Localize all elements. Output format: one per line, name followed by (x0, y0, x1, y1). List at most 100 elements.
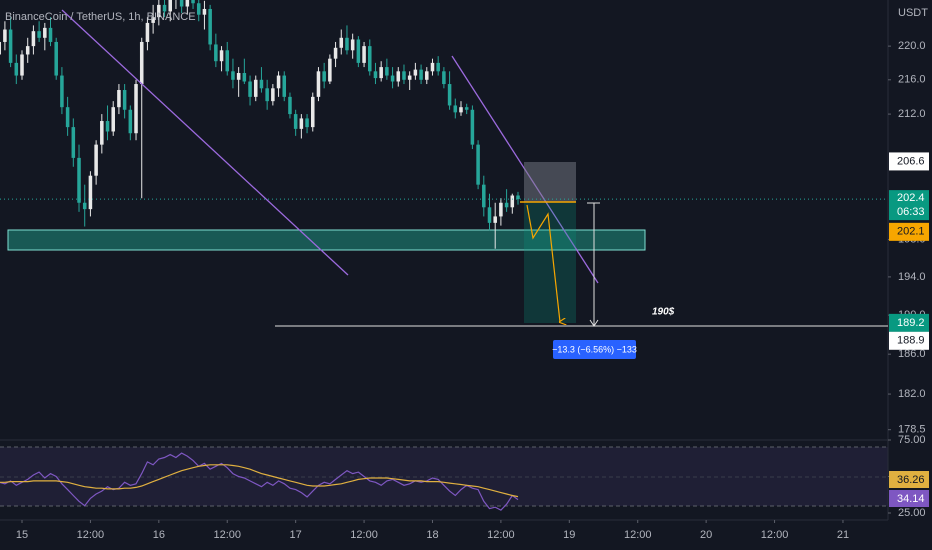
candle-body (413, 69, 418, 76)
candle-body (100, 121, 104, 145)
candle-body (139, 41, 144, 85)
y-tick-label: 194.0 (898, 271, 926, 283)
candle-body (476, 144, 480, 185)
rsi-value-label: 36.26 (897, 474, 925, 486)
candle-body (407, 75, 412, 80)
y-tick-label: 178.5 (898, 424, 926, 436)
candle-body (482, 184, 486, 208)
support-zone (7, 229, 646, 251)
annotation: 190$ (652, 307, 675, 318)
last-price-label: 202.4 (897, 192, 925, 204)
candle-body (196, 3, 201, 15)
candle-body (134, 84, 138, 134)
candle-body (510, 195, 515, 208)
candle-body (248, 81, 252, 97)
candle-body (504, 202, 509, 208)
candle-body (151, 17, 155, 23)
x-tick-label: 18 (426, 529, 438, 541)
candle-body (225, 50, 230, 72)
candle-body (305, 118, 309, 128)
candle-body (345, 37, 349, 51)
candle-body (368, 46, 372, 72)
candle-body (111, 107, 115, 132)
candle-body (282, 75, 287, 97)
candle-body (236, 73, 241, 80)
candle-body (43, 27, 47, 38)
candle-body (242, 73, 247, 82)
trend-line (61, 9, 349, 276)
candle-body (447, 84, 452, 106)
candle-body (145, 22, 150, 42)
x-tick-label: 21 (837, 529, 849, 541)
candle-body (25, 46, 30, 55)
candle-body (191, 0, 195, 4)
price-label: 189.2 (897, 317, 925, 329)
currency-label: USDT (898, 7, 928, 19)
candle-body (276, 75, 281, 89)
price-label-box (889, 222, 929, 241)
candle-body (487, 207, 492, 223)
candle-body (310, 96, 315, 128)
candle-body (328, 58, 332, 82)
candle-body (117, 90, 121, 108)
y-tick-label: 216.0 (898, 74, 926, 86)
projection-arrow (526, 204, 560, 322)
candle-body (128, 109, 133, 134)
candle-body (157, 4, 161, 18)
candle-body (493, 216, 497, 223)
rsi-value-label: 34.14 (897, 493, 925, 505)
price-label-box (889, 152, 929, 171)
candle-body (271, 88, 275, 102)
candle-body (37, 31, 41, 38)
candle-body (288, 96, 292, 115)
candle-body (214, 44, 218, 62)
candle-body (185, 0, 190, 7)
measure-label: −13.3 (−6.56%) −133 (552, 344, 637, 354)
candle-body (402, 71, 406, 80)
candle-body (88, 175, 93, 210)
countdown-label: 06:33 (897, 206, 925, 218)
candle-body (8, 29, 13, 63)
candle-body (316, 71, 321, 97)
candle-body (31, 31, 36, 47)
candle-body (94, 144, 98, 176)
x-tick-label: 12:00 (350, 529, 378, 541)
candle-body (499, 202, 503, 217)
y-tick-label: 186.0 (898, 348, 926, 360)
x-tick-label: 12:00 (213, 529, 241, 541)
candle-body (54, 41, 58, 76)
candle-body (202, 8, 207, 15)
y-tick-label: 212.0 (898, 108, 926, 120)
candle-body (14, 62, 19, 76)
candle-body (179, 0, 184, 7)
price-label: 188.9 (897, 335, 925, 347)
x-tick-label: 12:00 (624, 529, 652, 541)
rsi-line (0, 464, 519, 498)
price-label: 202.1 (897, 226, 925, 238)
candle-body (299, 118, 304, 129)
target-zone (524, 202, 576, 323)
rsi-value-box (889, 471, 929, 488)
candle-body (453, 105, 458, 113)
candle-body (82, 202, 87, 210)
rsi-line (0, 452, 519, 511)
y-tick-label: 182.0 (898, 388, 926, 400)
stop-zone (524, 162, 576, 202)
candle-body (436, 62, 440, 72)
candle-body (293, 114, 298, 129)
candle-body (419, 69, 423, 80)
candle-body (71, 127, 76, 158)
x-tick-label: 19 (563, 529, 575, 541)
rsi-tick-label: 25.00 (898, 507, 926, 519)
candle-body (385, 67, 389, 76)
candle-body (208, 8, 212, 45)
candle-body (470, 109, 475, 145)
x-tick-label: 20 (700, 529, 712, 541)
rsi-value-box (889, 490, 929, 507)
candle-body (373, 71, 378, 79)
candle-body (464, 107, 469, 110)
candle-body (3, 29, 7, 42)
candle-body (105, 121, 110, 132)
candle-body (390, 75, 395, 82)
